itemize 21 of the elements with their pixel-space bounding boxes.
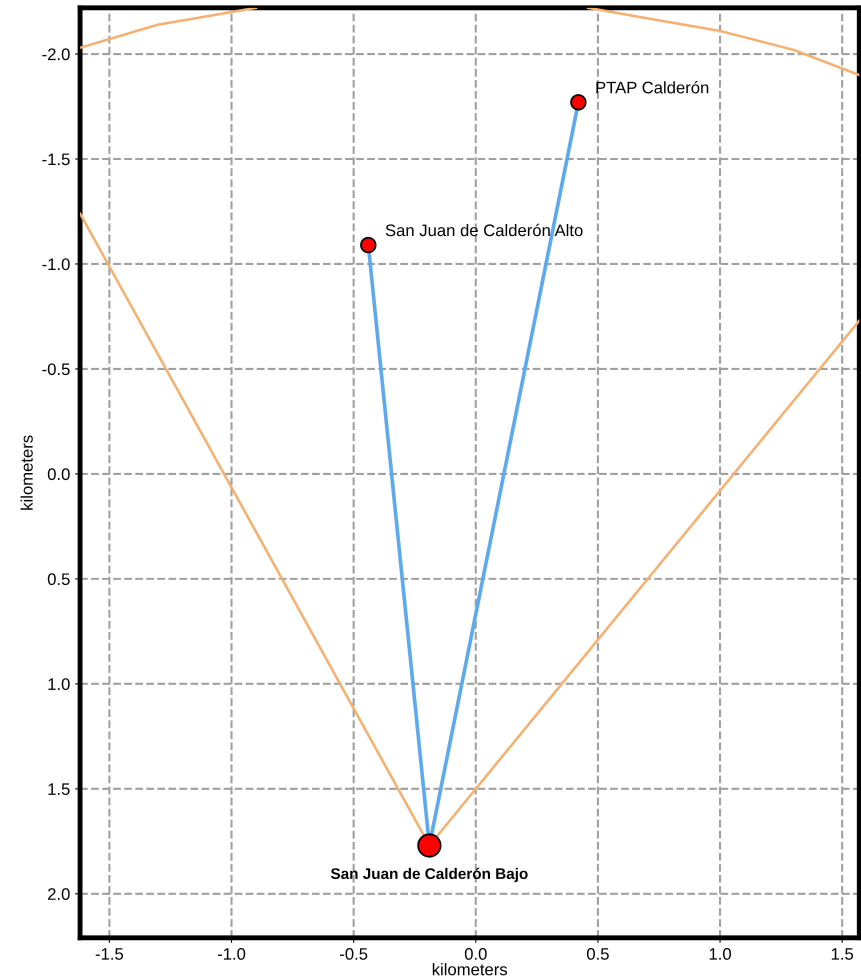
x-tick-label: 1.0 — [710, 948, 731, 960]
y-tick-label: -1.0 — [42, 258, 70, 270]
y-tick-label: 2.0 — [48, 888, 70, 900]
y-tick-label: -2.0 — [42, 48, 70, 60]
x-tick-label: 0.0 — [464, 948, 487, 960]
y-tick-label: -1.5 — [42, 154, 70, 166]
x-tick-label: 0.5 — [586, 948, 609, 960]
x-tick-label: -1.0 — [218, 948, 246, 960]
x-tick-label: 1.5 — [832, 948, 854, 960]
y-tick-label: 1.5 — [48, 783, 70, 796]
x-tick-label: -0.5 — [340, 948, 368, 960]
y-axis-title: kilometers — [20, 435, 33, 510]
annotation: San Juan de Calderón Alto — [386, 224, 583, 236]
y-tick-label: 0.5 — [48, 573, 70, 586]
x-axis-title: kilometers — [432, 963, 508, 976]
annotation: PTAP Calderón — [596, 81, 708, 94]
annotation: San Juan de Calderón Bajo — [330, 868, 528, 882]
x-tick-label: -1.5 — [96, 948, 124, 960]
y-tick-label: 0.0 — [48, 468, 70, 480]
y-tick-label: -0.5 — [42, 363, 70, 376]
y-tick-label: 1.0 — [48, 678, 70, 690]
